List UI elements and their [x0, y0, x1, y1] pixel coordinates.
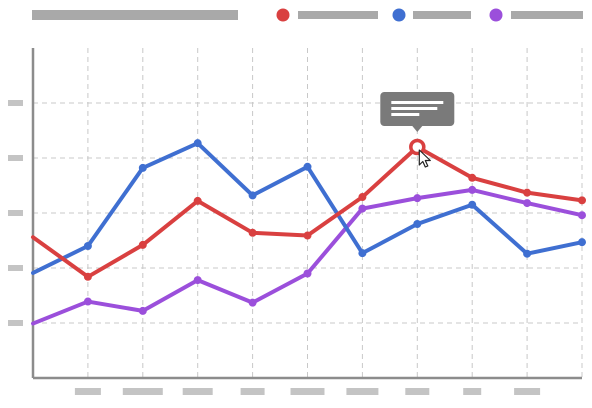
data-point [358, 204, 367, 213]
data-point [578, 238, 586, 247]
x-tick-label [463, 388, 482, 395]
data-point [358, 193, 367, 202]
x-tick-label [514, 388, 541, 395]
data-point [248, 298, 257, 307]
data-point [358, 249, 367, 258]
legend-swatch [392, 8, 406, 22]
data-point [83, 272, 92, 281]
series-line [31, 141, 584, 275]
y-tick-label [8, 155, 23, 161]
data-point [248, 191, 257, 200]
data-point [138, 163, 147, 172]
legend [276, 8, 583, 22]
legend-label [298, 11, 378, 19]
series-1 [31, 139, 586, 275]
y-tick-labels [8, 100, 23, 326]
data-point [83, 297, 92, 306]
data-point [193, 196, 202, 205]
data-point [523, 249, 532, 258]
data-point [193, 139, 202, 148]
data-point [248, 228, 257, 237]
data-point [138, 306, 147, 315]
data-point [138, 240, 147, 249]
data-point [303, 269, 312, 278]
data-point [303, 231, 312, 240]
x-tick-label [290, 388, 325, 395]
x-tick-labels [74, 388, 541, 395]
y-tick-label [8, 320, 23, 326]
data-point [303, 162, 312, 171]
x-tick-label [346, 388, 379, 395]
data-point [468, 200, 477, 209]
mouse-pointer-icon [418, 149, 431, 168]
y-tick-label [8, 210, 23, 216]
legend-swatch [489, 8, 503, 22]
legend-label [511, 11, 583, 19]
data-point [193, 276, 202, 285]
legend-swatch [276, 8, 290, 22]
data-point [578, 211, 586, 220]
data-point [83, 242, 92, 250]
highlighted-point [409, 138, 426, 156]
y-tick-label [8, 265, 23, 271]
data-point [413, 194, 422, 203]
data-point [578, 196, 586, 205]
series-2 [31, 185, 586, 326]
x-tick-label [122, 388, 163, 395]
data-point [523, 199, 532, 208]
tooltip-text-line [391, 113, 420, 116]
tooltip-bubble [380, 92, 455, 132]
tooltip-text-line [391, 101, 444, 104]
data-point [468, 185, 477, 194]
data-point [468, 173, 477, 182]
x-tick-label [405, 388, 430, 395]
tooltip-text-line [391, 107, 438, 110]
series-group [31, 139, 586, 326]
chart-title-placeholder [32, 10, 238, 20]
data-point [413, 220, 422, 228]
x-tick-label [74, 388, 101, 395]
tooltip-overlay [380, 92, 455, 168]
x-tick-label [182, 388, 213, 395]
legend-label [413, 11, 471, 19]
grid [33, 48, 583, 378]
x-tick-label [240, 388, 265, 395]
tooltip-pointer [412, 126, 423, 132]
y-tick-label [8, 100, 23, 106]
data-point [523, 188, 532, 197]
